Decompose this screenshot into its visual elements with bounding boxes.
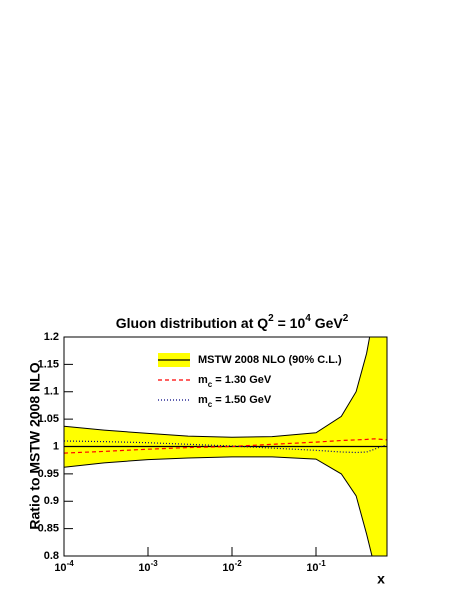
x-tick-label: 10-4 <box>54 559 74 574</box>
x-tick-base: 10 <box>222 562 234 574</box>
chart-title: Gluon distribution at Q2 = 104 GeV2 <box>116 313 349 331</box>
title-part: Gluon distribution at Q <box>116 315 269 331</box>
legend-label: mc = 1.50 GeV <box>198 394 272 409</box>
band-edge <box>64 456 373 556</box>
y-tick-label: 0.9 <box>44 495 59 507</box>
title-part: 4 <box>305 313 311 324</box>
series-line <box>64 438 387 454</box>
legend-label-part: = 1.30 GeV <box>212 374 272 386</box>
x-axis-label: x <box>377 571 385 587</box>
y-tick-label: 0.85 <box>38 523 59 535</box>
x-tick-label: 10-1 <box>306 559 326 574</box>
band-edge <box>64 337 371 438</box>
plot-area <box>64 337 387 556</box>
title-part: 2 <box>268 313 274 324</box>
y-tick-label: 1.15 <box>38 358 59 370</box>
y-tick-label: 1.05 <box>38 413 59 425</box>
legend-label-part: m <box>198 374 208 386</box>
title-part: 2 <box>343 313 349 324</box>
legend-label: MSTW 2008 NLO (90% C.L.) <box>198 354 342 366</box>
y-tick-label: 0.8 <box>44 550 59 562</box>
error-band <box>64 337 387 556</box>
legend-label: mc = 1.30 GeV <box>198 374 272 389</box>
x-tick-exponent: -1 <box>319 559 327 568</box>
legend-label-part: c <box>208 400 213 409</box>
series-line <box>64 440 387 454</box>
legend-label-part: = 1.50 GeV <box>212 394 272 406</box>
y-axis-label: Ratio to MSTW 2008 NLO <box>27 362 43 529</box>
y-tick-label: 1.1 <box>44 386 59 398</box>
legend-label-part: c <box>208 380 213 389</box>
y-tick-label: 0.95 <box>38 468 59 480</box>
title-part: = 10 <box>274 315 306 331</box>
x-tick-base: 10 <box>54 562 66 574</box>
x-tick-label: 10-2 <box>222 559 242 574</box>
x-tick-exponent: -3 <box>151 559 159 568</box>
legend-label-part: m <box>198 394 208 406</box>
x-tick-base: 10 <box>138 562 150 574</box>
x-tick-base: 10 <box>306 562 318 574</box>
x-tick-exponent: -2 <box>235 559 243 568</box>
x-tick-exponent: -4 <box>67 559 75 568</box>
title-part: GeV <box>311 315 344 331</box>
y-tick-label: 1 <box>53 440 59 452</box>
x-tick-label: 10-3 <box>138 559 158 574</box>
y-tick-label: 1.2 <box>44 331 59 343</box>
